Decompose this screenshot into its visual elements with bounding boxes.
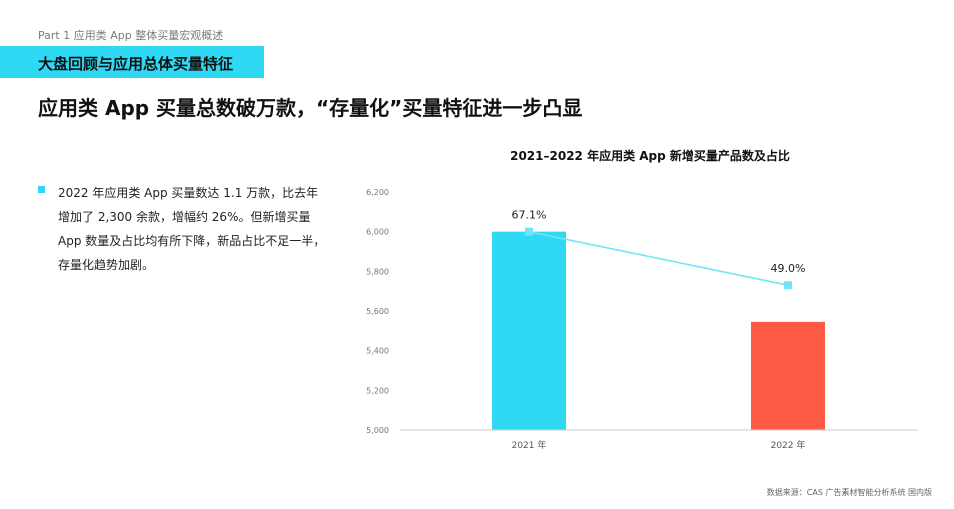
y-tick-label: 6,000 — [366, 228, 389, 237]
part-label: Part 1 应用类 App 整体买量宏观概述 — [38, 29, 224, 42]
y-tick-label: 5,200 — [366, 386, 389, 395]
bar-2 — [751, 321, 825, 430]
x-category-label: 2021 年 — [512, 439, 547, 451]
y-tick-label: 5,400 — [366, 347, 389, 356]
bar-1 — [492, 231, 566, 430]
x-category-label: 2022 年 — [771, 439, 806, 451]
page-headline: 应用类 App 买量总数破万款，“存量化”买量特征进一步凸显 — [38, 96, 583, 120]
y-tick-label: 5,000 — [366, 426, 389, 435]
bullet-square-icon — [38, 186, 45, 193]
y-tick-label: 6,200 — [366, 188, 389, 197]
y-tick-label: 5,800 — [366, 267, 389, 276]
data-source-note: 数据来源：CAS 广告素材智能分析系统 国内版 — [766, 488, 932, 497]
section-title: 大盘回顾与应用总体买量特征 — [38, 55, 234, 73]
ratio-data-label: 67.1% — [512, 209, 547, 222]
ratio-data-label: 49.0% — [771, 262, 806, 275]
ratio-marker — [784, 281, 792, 290]
section-title-band: 大盘回顾与应用总体买量特征 — [0, 46, 264, 78]
bullet-point: 2022 年应用类 App 买量数达 1.1 万款，比去年增加了 2,300 余… — [38, 181, 328, 277]
bullet-text: 2022 年应用类 App 买量数达 1.1 万款，比去年增加了 2,300 余… — [58, 186, 326, 272]
ratio-marker — [525, 227, 533, 236]
chart-title: 2021–2022 年应用类 App 新增买量产品数及占比 — [510, 149, 790, 163]
ratio-line — [528, 230, 789, 287]
y-tick-label: 5,600 — [366, 307, 389, 316]
